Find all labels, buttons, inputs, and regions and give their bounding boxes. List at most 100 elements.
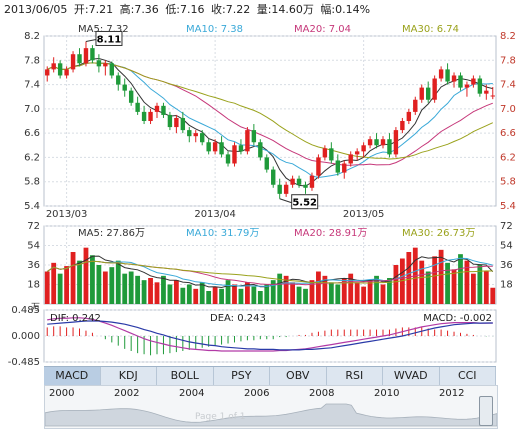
volume-bar [328, 282, 334, 304]
volume-bar [173, 280, 179, 304]
candle-body [296, 178, 302, 185]
volume-y-tick-label: 36 [27, 260, 40, 271]
volume-bar [438, 249, 444, 304]
volume-bar [44, 271, 50, 304]
volume-bar [277, 273, 283, 304]
tab-psy[interactable]: PSY [214, 367, 270, 385]
volume-y-tick-label: 72 [27, 221, 40, 232]
volume-bar [264, 284, 270, 304]
volume-bar [167, 284, 173, 304]
tab-boll[interactable]: BOLL [157, 367, 214, 385]
candle-body [329, 148, 334, 161]
volume-bar [399, 258, 405, 304]
volume-bar [122, 273, 128, 304]
volume-bar [148, 278, 153, 304]
volume-bar [283, 275, 289, 304]
macd-y-tick-label: 0.000 [11, 331, 40, 342]
macd-line [47, 317, 493, 352]
price-frame [43, 35, 497, 207]
volume-bar [96, 265, 102, 304]
timeline-sparkline [45, 403, 497, 427]
macd-value-label: MACD: -0.002 [423, 313, 492, 324]
candle-body [426, 87, 431, 100]
volume-y-tick-label-right: 54 [500, 241, 513, 252]
candle-body [51, 63, 56, 70]
price-y-tick-label-right: 7.8 [500, 55, 516, 66]
volume-bar [367, 280, 373, 304]
tab-kdj[interactable]: KDJ [101, 367, 157, 385]
volume-bar [445, 262, 450, 304]
volume-ma-legend-label: MA5: 27.86万 [78, 228, 145, 239]
volume-bar [161, 275, 166, 304]
volume-bar [199, 282, 205, 304]
volume-bar [51, 262, 57, 304]
price-y-tick-label: 7.4 [24, 80, 40, 91]
tab-cci[interactable]: CCI [440, 367, 496, 385]
min-annotation-label: 5.52 [292, 198, 317, 209]
volume-bar [186, 284, 192, 304]
volume-bar [432, 256, 438, 304]
price-ma-legend-label: MA30: 6.74 [402, 24, 459, 35]
candle-body [490, 95, 495, 97]
timeline-handle-icon[interactable] [479, 396, 493, 426]
candle-body [90, 48, 95, 61]
candle-body [264, 157, 269, 170]
tab-macd[interactable]: MACD [44, 367, 101, 385]
candle-body [322, 148, 328, 158]
candle-body [116, 75, 121, 85]
candle-body [335, 160, 340, 173]
price-y-tick-label: 7.8 [24, 55, 40, 66]
candle-body [122, 84, 127, 91]
candle-body [471, 78, 476, 85]
candle-body [361, 145, 366, 152]
candle-body [354, 151, 360, 155]
volume-bar [483, 271, 489, 304]
volume-bar [115, 260, 121, 304]
candle-body [438, 69, 444, 79]
candle-body [251, 130, 257, 143]
stock-chart: 8.2 8.2 7.8 7.8 7.4 7.4 7.0 7.0 6.6 6.6 6.2 6.2 5.8 5… [8, 24, 516, 366]
candle-body [283, 184, 289, 194]
volume-bar [64, 266, 69, 304]
tab-obv[interactable]: OBV [270, 367, 327, 385]
candle-body [103, 63, 108, 67]
candle-body [64, 69, 69, 76]
volume-bar [206, 291, 212, 304]
quote-open: 开:7.21 [73, 3, 114, 16]
volume-bar [232, 284, 237, 304]
volume-bar [219, 288, 224, 304]
candle-body [464, 84, 470, 88]
timeline-year-label: 2008 [309, 388, 335, 399]
candle-body [135, 102, 140, 112]
candle-body [380, 139, 386, 146]
volume-bar [180, 287, 186, 304]
volume-y-tick-label-right: 18 [500, 280, 513, 291]
candle-body [367, 139, 373, 146]
tab-rsi[interactable]: RSI [327, 367, 383, 385]
candle-body [374, 139, 379, 146]
volume-bar [425, 271, 431, 304]
price-panel: 8.2 8.2 7.8 7.8 7.4 7.4 7.0 7.0 6.6 6.6 6.2 6.2 5.8 5… [24, 24, 516, 220]
volume-bar [296, 286, 302, 304]
candle-body [432, 78, 437, 100]
candle-body [458, 75, 463, 88]
candle-body [342, 163, 347, 173]
price-ma-legend-label: MA10: 7.38 [186, 24, 243, 35]
candle-body [77, 54, 82, 64]
max-annotation-label: 8.11 [97, 34, 122, 45]
macd-dif-label: DIF: 0.242 [50, 313, 101, 324]
candle-body [445, 69, 450, 82]
tab-wvad[interactable]: WVAD [383, 367, 440, 385]
volume-bar [316, 271, 321, 304]
price-y-tick-label-right: 5.8 [500, 177, 516, 188]
candle-body [148, 111, 153, 121]
price-y-tick-label: 7.0 [24, 104, 40, 115]
timeline-navigator[interactable]: 2000 2002 2004 2006 2008 2010 2012 Page 1 of 1 [44, 385, 498, 429]
quote-volume: 量:14.60万 [256, 3, 314, 16]
volume-bar [225, 280, 231, 304]
volume-bar [458, 254, 463, 304]
candle-body [413, 99, 418, 112]
volume-bar [290, 282, 295, 304]
macd-y-tick-label: 0.485 [11, 305, 40, 316]
candle-body [303, 184, 308, 188]
